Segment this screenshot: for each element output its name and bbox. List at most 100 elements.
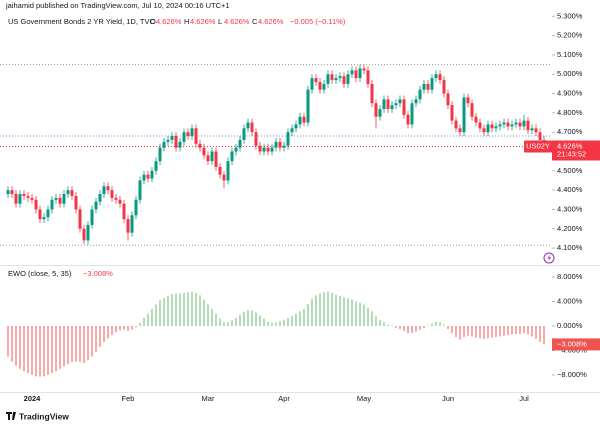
candle-body	[518, 122, 522, 127]
candle-body	[422, 83, 426, 90]
candle-body	[466, 97, 470, 104]
symbol-name: US Government Bonds 2 YR Yield, 1D, TVC	[8, 17, 155, 26]
x-tick-label: 2024	[24, 394, 42, 403]
candle-body	[26, 195, 30, 198]
candle-body	[14, 194, 18, 204]
candle-body	[226, 161, 230, 181]
candle-body	[486, 124, 490, 133]
ohlc-key: L	[218, 17, 222, 26]
y-tick-label: 4.300%	[557, 204, 583, 213]
x-tick-label: Jun	[442, 394, 454, 403]
candle-body	[38, 209, 42, 220]
ohlc-value: 4.626%	[190, 17, 216, 26]
candle-body	[370, 83, 374, 104]
y-tick-label: 0.000%	[557, 321, 583, 330]
y-tick-label: 4.700%	[557, 127, 583, 136]
candle-body	[278, 141, 282, 148]
alert-bolt	[547, 254, 551, 262]
change: −0.005 (−0.11%)	[290, 17, 346, 26]
candle-body	[254, 132, 258, 146]
candle-body	[450, 105, 454, 121]
candle-body	[318, 81, 322, 90]
candle-body	[414, 99, 418, 104]
candle-body	[410, 103, 414, 125]
candle-body	[306, 89, 310, 123]
candle-body	[350, 70, 354, 75]
candle-body	[366, 70, 370, 84]
candle-body	[210, 151, 214, 162]
candle-body	[426, 83, 430, 90]
candle-body	[10, 190, 14, 195]
candle-body	[338, 76, 342, 79]
candle-body	[502, 122, 506, 125]
candle-body	[418, 89, 422, 100]
alert-icon[interactable]	[543, 252, 555, 264]
candle-body	[258, 145, 262, 152]
candle-body	[362, 68, 366, 71]
candle-body	[430, 78, 434, 90]
x-tick-label: Apr	[278, 394, 290, 403]
x-tick-label: May	[357, 394, 371, 403]
candle-body	[126, 219, 130, 233]
candle-body	[190, 128, 194, 137]
candle-body	[42, 217, 46, 220]
candle-body	[206, 155, 210, 162]
candle-body	[398, 99, 402, 104]
candle-body	[522, 120, 526, 127]
candle-body	[154, 161, 158, 171]
candle-body	[390, 105, 394, 110]
candle-body	[30, 197, 34, 200]
candle-body	[110, 190, 114, 198]
candle-body	[90, 209, 94, 225]
candle-body	[246, 122, 250, 129]
candle-body	[310, 78, 314, 90]
candle-body	[458, 128, 462, 133]
candle-body	[358, 68, 362, 79]
candle-body	[46, 209, 50, 218]
candle-body	[122, 203, 126, 220]
candle-body	[174, 136, 178, 148]
candle-body	[146, 174, 150, 179]
candle-body	[238, 139, 242, 148]
candle-body	[478, 122, 482, 129]
x-tick-label: Mar	[202, 394, 215, 403]
candle-body	[202, 147, 206, 156]
y-tick-label: 4.500%	[557, 166, 583, 175]
candle-body	[198, 143, 202, 148]
candle-body	[282, 145, 286, 148]
candle-body	[118, 199, 122, 204]
candle-body	[78, 209, 82, 229]
symbol-tag-label: US02Y	[526, 141, 550, 150]
candle-body	[386, 99, 390, 110]
candle-body	[394, 103, 398, 106]
candle-body	[18, 194, 22, 204]
candle-body	[262, 147, 266, 152]
logo-icon	[6, 412, 16, 420]
candle-body	[106, 186, 110, 191]
candle-body	[102, 186, 106, 195]
y-tick-label: 8.000%	[557, 272, 583, 281]
candle-body	[6, 190, 10, 195]
candle-body	[322, 83, 326, 90]
value-tag-label: −3.008%	[557, 339, 587, 348]
candle-body	[538, 132, 542, 140]
candle-body	[94, 201, 98, 210]
candle-body	[214, 151, 218, 167]
indicator-value: −3.008%	[83, 269, 113, 278]
candle-body	[266, 147, 270, 152]
y-tick-label: 4.900%	[557, 89, 583, 98]
candle-body	[334, 78, 338, 81]
candle-body	[474, 116, 478, 123]
y-tick-label: 5.300%	[557, 11, 583, 20]
candle-body	[82, 228, 86, 241]
candle-body	[134, 199, 138, 216]
brand: TradingView	[19, 411, 69, 421]
x-tick-label: Feb	[122, 394, 135, 403]
y-tick-label: 4.000%	[557, 296, 583, 305]
candle-body	[298, 116, 302, 125]
candle-body	[378, 109, 382, 117]
candle-body	[86, 224, 90, 241]
candle-body	[342, 76, 346, 84]
